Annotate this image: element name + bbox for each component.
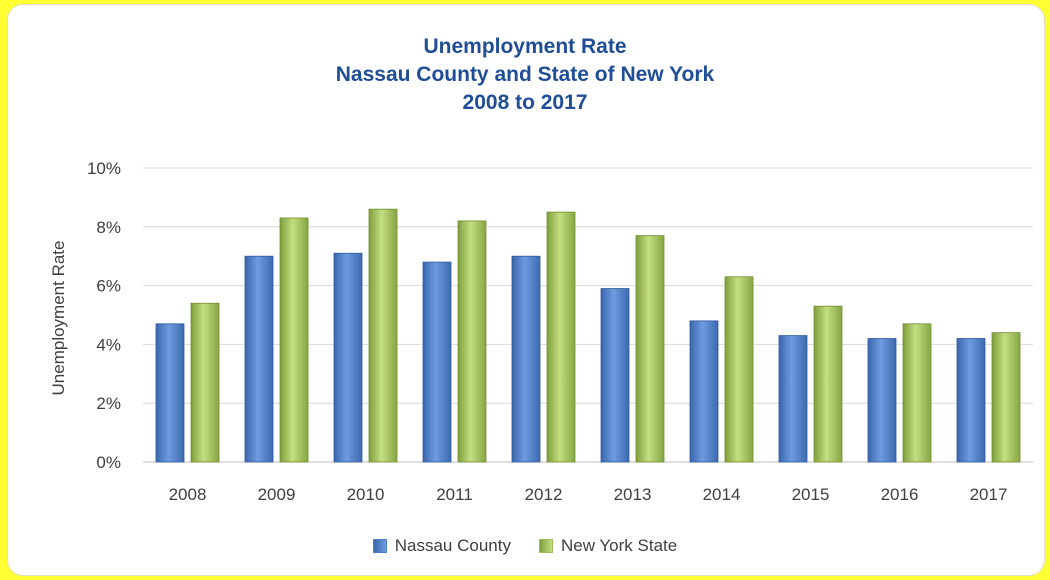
bar-nassau-county-2011: [422, 261, 452, 463]
legend-swatch-new-york-state: [538, 539, 553, 553]
legend-label-nassau-county: Nassau County: [394, 536, 511, 555]
chart-title: Unemployment Rate Nassau County and Stat…: [0, 33, 1050, 117]
x-tick-label: 2010: [347, 485, 385, 504]
axis-labels: 0% 2% 4% 6% 8% 10% 2008 2009 2010 2011 2012 2013 201…: [87, 159, 1007, 504]
x-tick-label: 2015: [792, 485, 830, 504]
bar-new-york-state-2016: [902, 323, 932, 463]
y-tick-label: 6%: [96, 277, 121, 296]
x-tick-label: 2009: [258, 485, 296, 504]
bar-nassau-county-2016: [867, 338, 897, 463]
bar-new-york-state-2017: [991, 332, 1021, 463]
bar-nassau-county-2010: [333, 252, 363, 463]
legend-label-new-york-state: New York State: [560, 536, 678, 555]
x-tick-label: 2011: [436, 485, 473, 504]
bar-nassau-county-2009: [244, 255, 274, 463]
y-tick-label: 0%: [96, 453, 121, 472]
bar-new-york-state-2009: [279, 217, 309, 463]
chart-title-line-3: 2008 to 2017: [462, 91, 588, 114]
bar-nassau-county-2008: [155, 323, 185, 463]
chart-title-line-1: Unemployment Rate: [423, 35, 627, 58]
bar-nassau-county-2012: [511, 255, 541, 463]
legend-swatch-nassau-county: [372, 539, 387, 553]
y-tick-label: 10%: [87, 159, 121, 178]
x-tick-label: 2017: [970, 485, 1008, 504]
bar-nassau-county-2013: [600, 288, 630, 463]
bar-new-york-state-2011: [457, 220, 487, 463]
y-axis-title: Unemployment Rate: [49, 241, 68, 396]
x-tick-label: 2016: [881, 485, 919, 504]
x-tick-label: 2013: [614, 485, 652, 504]
x-tick-label: 2014: [703, 485, 741, 504]
gridlines: [143, 167, 1033, 463]
bar-nassau-county-2015: [778, 335, 808, 463]
bar-nassau-county-2017: [956, 338, 986, 463]
x-tick-label: 2008: [169, 485, 207, 504]
bar-nassau-county-2014: [689, 320, 719, 463]
x-tick-label: 2012: [525, 485, 563, 504]
bar-new-york-state-2014: [724, 276, 754, 463]
bars: [155, 208, 1021, 463]
legend-item-nassau-county: Nassau County: [372, 536, 511, 556]
legend-item-new-york-state: New York State: [538, 536, 678, 556]
bar-new-york-state-2013: [635, 235, 665, 463]
chart-title-line-2: Nassau County and State of New York: [335, 63, 715, 86]
y-tick-label: 8%: [96, 218, 121, 237]
y-tick-label: 4%: [96, 335, 121, 354]
bar-new-york-state-2015: [813, 305, 843, 463]
y-tick-label: 2%: [96, 394, 121, 413]
bar-new-york-state-2008: [190, 302, 220, 463]
bar-new-york-state-2010: [368, 208, 398, 463]
bar-new-york-state-2012: [546, 211, 576, 463]
legend: Nassau County New York State: [0, 536, 1050, 556]
